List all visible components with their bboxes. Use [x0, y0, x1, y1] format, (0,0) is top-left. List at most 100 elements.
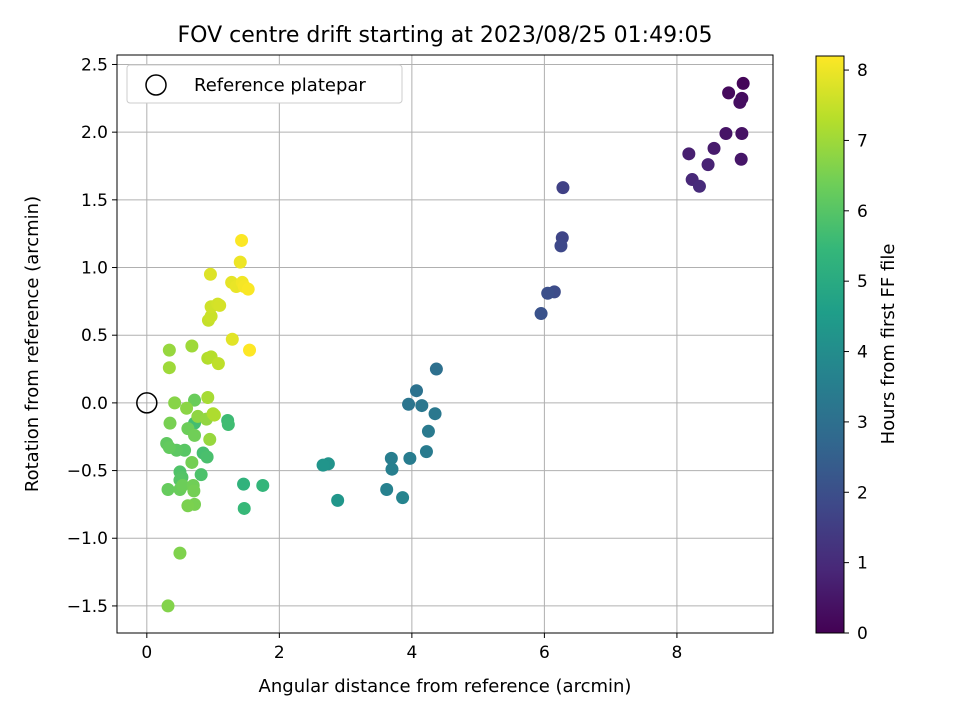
- colorbar-tick-label: 5: [857, 272, 868, 292]
- y-tick-label: 1.5: [81, 191, 108, 211]
- data-point: [187, 484, 201, 498]
- data-point: [243, 343, 257, 357]
- y-axis-label: Rotation from reference (arcmin): [22, 196, 43, 492]
- data-point: [256, 478, 270, 492]
- data-point: [225, 332, 239, 346]
- colorbar-tick-label: 8: [857, 61, 868, 81]
- data-point: [188, 393, 202, 407]
- data-point: [316, 458, 330, 472]
- data-point: [162, 361, 176, 375]
- y-tick-label: 0.0: [81, 394, 108, 414]
- data-point: [429, 362, 443, 376]
- colorbar-tick-label: 1: [857, 554, 868, 574]
- data-point: [188, 428, 202, 442]
- data-point: [204, 309, 218, 323]
- data-point: [384, 451, 398, 465]
- data-point: [682, 147, 696, 161]
- reference-platepar-marker: [136, 392, 158, 414]
- chart-title: FOV centre drift starting at 2023/08/25 …: [178, 23, 713, 48]
- data-point: [419, 445, 433, 459]
- data-point: [221, 418, 235, 432]
- data-point: [736, 76, 750, 90]
- data-point: [554, 239, 568, 253]
- data-point: [237, 477, 251, 491]
- data-point: [185, 455, 199, 469]
- data-point: [722, 86, 736, 100]
- data-point: [415, 399, 429, 413]
- colorbar-ticks: 0 1 2 3 4 5 6 7 8: [844, 61, 868, 644]
- data-point: [168, 396, 182, 410]
- plot-area-frame: [116, 54, 774, 634]
- data-point: [185, 339, 199, 353]
- colorbar-tick-label: 4: [857, 343, 868, 363]
- data-point: [385, 462, 399, 476]
- data-point: [428, 407, 442, 421]
- legend-box: [126, 64, 403, 104]
- data-point: [213, 298, 227, 312]
- data-point: [380, 483, 394, 497]
- data-point: [241, 282, 255, 296]
- data-point: [201, 390, 215, 404]
- data-point: [235, 233, 249, 247]
- data-point: [556, 181, 570, 195]
- x-tick-label: 2: [274, 643, 285, 663]
- data-point: [403, 451, 417, 465]
- x-tick-label: 8: [672, 643, 683, 663]
- colorbar: 0 1 2 3 4 5 6 7 8 Hours from first FF file: [815, 55, 899, 644]
- colorbar-tick-label: 2: [857, 483, 868, 503]
- legend-label: Reference platepar: [194, 75, 366, 96]
- data-point: [402, 397, 416, 411]
- data-point: [161, 483, 175, 497]
- colorbar-label: Hours from first FF file: [878, 244, 899, 445]
- y-axis-ticks: −1.5 −1.0 −0.5 0.0 0.5 1.0 1.5 2.0 2.5: [67, 55, 117, 617]
- legend: Reference platepar: [126, 64, 403, 104]
- y-tick-label: −0.5: [67, 462, 108, 482]
- data-point: [410, 384, 424, 398]
- y-tick-label: 2.5: [81, 55, 108, 75]
- data-point: [203, 267, 217, 281]
- colorbar-tick-label: 6: [857, 202, 868, 222]
- data-point: [735, 127, 749, 141]
- colorbar-gradient: [815, 55, 845, 634]
- x-axis-ticks: 0 2 4 6 8: [141, 633, 682, 663]
- y-tick-label: −1.5: [67, 597, 108, 617]
- data-point: [701, 158, 715, 172]
- data-point: [534, 307, 548, 321]
- y-tick-label: 2.0: [81, 123, 108, 143]
- data-point: [194, 468, 208, 482]
- y-tick-label: −1.0: [67, 529, 108, 549]
- colorbar-tick-label: 3: [857, 413, 868, 433]
- data-point: [163, 416, 177, 430]
- data-point: [237, 501, 251, 515]
- data-point: [161, 599, 175, 613]
- data-points: [136, 76, 750, 613]
- data-point: [162, 441, 176, 455]
- y-tick-label: 0.5: [81, 326, 108, 346]
- x-axis-label: Angular distance from reference (arcmin): [259, 676, 632, 697]
- data-point: [181, 499, 195, 513]
- data-point: [707, 141, 721, 155]
- data-point: [200, 450, 214, 464]
- data-point: [233, 255, 247, 269]
- colorbar-tick-label: 7: [857, 131, 868, 151]
- data-point: [541, 286, 555, 300]
- data-point: [692, 179, 706, 193]
- data-point: [207, 408, 221, 422]
- data-point: [176, 478, 190, 492]
- data-point: [396, 491, 410, 505]
- grid-lines: [117, 55, 773, 633]
- data-point: [180, 401, 194, 415]
- data-point: [173, 546, 187, 560]
- x-tick-label: 4: [406, 643, 417, 663]
- data-point: [203, 432, 217, 446]
- data-point: [331, 493, 345, 507]
- y-tick-label: 1.0: [81, 259, 108, 279]
- x-tick-label: 0: [141, 643, 152, 663]
- x-tick-label: 6: [539, 643, 550, 663]
- data-point: [719, 127, 733, 141]
- data-point: [734, 152, 748, 166]
- data-point: [421, 424, 435, 438]
- data-point: [733, 95, 747, 109]
- legend-marker-open-circle: [145, 74, 167, 96]
